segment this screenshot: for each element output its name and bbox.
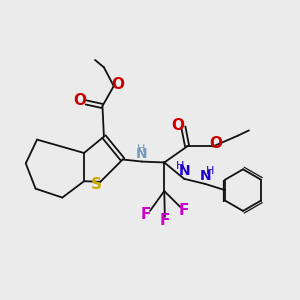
Text: H: H [137, 143, 146, 154]
Text: O: O [171, 118, 184, 133]
Text: O: O [74, 93, 87, 108]
Text: O: O [209, 136, 223, 151]
Text: F: F [141, 207, 151, 222]
Text: H: H [176, 161, 184, 171]
Text: H: H [206, 166, 214, 176]
Text: N: N [179, 164, 190, 178]
Text: O: O [111, 77, 124, 92]
Text: N: N [200, 169, 212, 183]
Text: F: F [179, 202, 189, 217]
Text: S: S [91, 177, 102, 192]
Text: F: F [160, 213, 170, 228]
Text: N: N [136, 147, 147, 160]
